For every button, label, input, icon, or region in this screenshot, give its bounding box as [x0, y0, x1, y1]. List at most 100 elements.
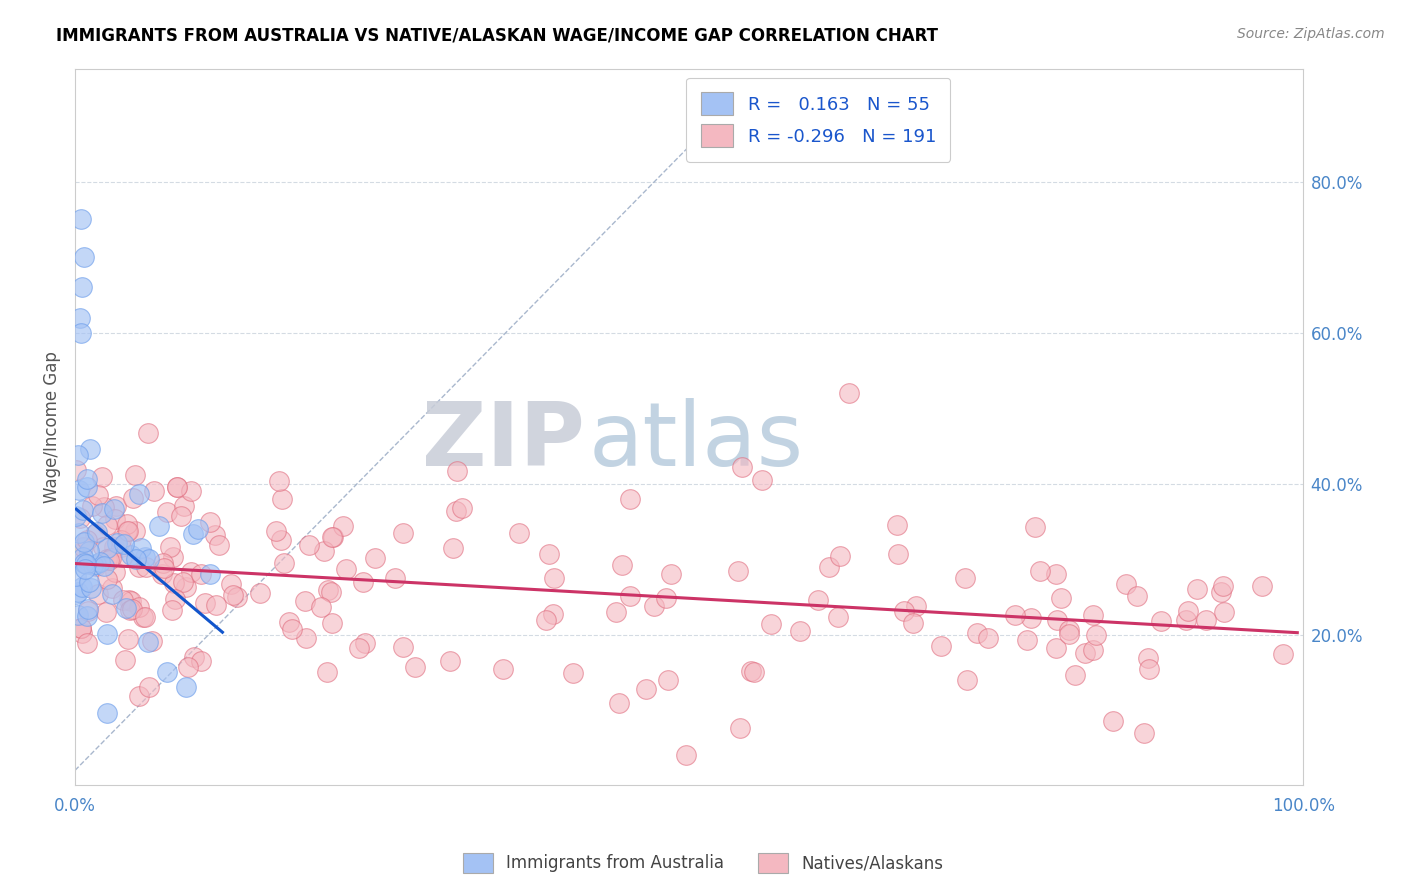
Point	[278, 615, 301, 629]
Point	[65, 463, 87, 477]
Point	[112, 537, 135, 551]
Point	[1057, 623, 1080, 637]
Point	[249, 586, 271, 600]
Point	[1024, 519, 1046, 533]
Point	[605, 605, 627, 619]
Point	[534, 613, 557, 627]
Point	[441, 541, 464, 555]
Point	[152, 557, 174, 571]
Point	[131, 541, 153, 555]
Point	[807, 593, 830, 607]
Point	[105, 499, 128, 513]
Point	[1045, 566, 1067, 581]
Point	[96, 573, 118, 587]
Point	[444, 504, 467, 518]
Point	[675, 748, 697, 763]
Point	[1059, 626, 1081, 640]
Point	[1136, 651, 1159, 665]
Point	[82, 558, 104, 572]
Point	[105, 536, 128, 550]
Point	[84, 558, 107, 572]
Point	[70, 212, 93, 227]
Point	[294, 594, 316, 608]
Point	[190, 654, 212, 668]
Point	[72, 250, 94, 264]
Point	[335, 562, 357, 576]
Point	[84, 558, 107, 573]
Point	[72, 503, 94, 517]
Point	[657, 673, 679, 687]
Point	[1019, 611, 1042, 625]
Point	[267, 474, 290, 488]
Point	[1175, 613, 1198, 627]
Point	[384, 571, 406, 585]
Point	[264, 524, 287, 538]
Point	[117, 524, 139, 538]
Point	[818, 559, 841, 574]
Point	[128, 599, 150, 614]
Point	[347, 640, 370, 655]
Point	[100, 551, 122, 566]
Point	[76, 472, 98, 486]
Point	[69, 511, 91, 525]
Point	[1271, 648, 1294, 662]
Point	[66, 448, 89, 462]
Point	[124, 524, 146, 538]
Point	[134, 550, 156, 565]
Point	[789, 624, 811, 638]
Point	[198, 515, 221, 529]
Point	[72, 540, 94, 554]
Point	[363, 551, 385, 566]
Point	[173, 500, 195, 514]
Point	[541, 607, 564, 621]
Point	[1125, 589, 1147, 603]
Point	[904, 599, 927, 613]
Point	[322, 530, 344, 544]
Point	[115, 601, 138, 615]
Point	[65, 587, 87, 601]
Point	[976, 631, 998, 645]
Point	[838, 386, 860, 401]
Point	[89, 555, 111, 569]
Point	[118, 593, 141, 607]
Point	[643, 599, 665, 613]
Point	[72, 280, 94, 294]
Point	[110, 533, 132, 548]
Point	[67, 525, 90, 540]
Point	[118, 602, 141, 616]
Point	[315, 665, 337, 679]
Point	[1209, 584, 1232, 599]
Point	[1177, 604, 1199, 618]
Point	[886, 518, 908, 533]
Point	[537, 548, 560, 562]
Point	[166, 480, 188, 494]
Point	[165, 592, 187, 607]
Point	[353, 635, 375, 649]
Point	[221, 577, 243, 591]
Point	[311, 600, 333, 615]
Point	[392, 525, 415, 540]
Point	[93, 500, 115, 514]
Point	[121, 601, 143, 615]
Point	[115, 524, 138, 538]
Point	[1213, 605, 1236, 619]
Point	[104, 511, 127, 525]
Text: atlas: atlas	[589, 398, 804, 485]
Point	[1081, 607, 1104, 622]
Point	[1073, 646, 1095, 660]
Point	[273, 556, 295, 570]
Legend: R =   0.163   N = 55, R = -0.296   N = 191: R = 0.163 N = 55, R = -0.296 N = 191	[686, 78, 950, 161]
Point	[76, 480, 98, 494]
Point	[886, 547, 908, 561]
Point	[1212, 578, 1234, 592]
Point	[128, 689, 150, 703]
Point	[450, 500, 472, 515]
Point	[742, 665, 765, 680]
Point	[953, 570, 976, 584]
Point	[543, 571, 565, 585]
Point	[96, 627, 118, 641]
Point	[159, 540, 181, 554]
Point	[70, 621, 93, 635]
Point	[138, 552, 160, 566]
Point	[128, 486, 150, 500]
